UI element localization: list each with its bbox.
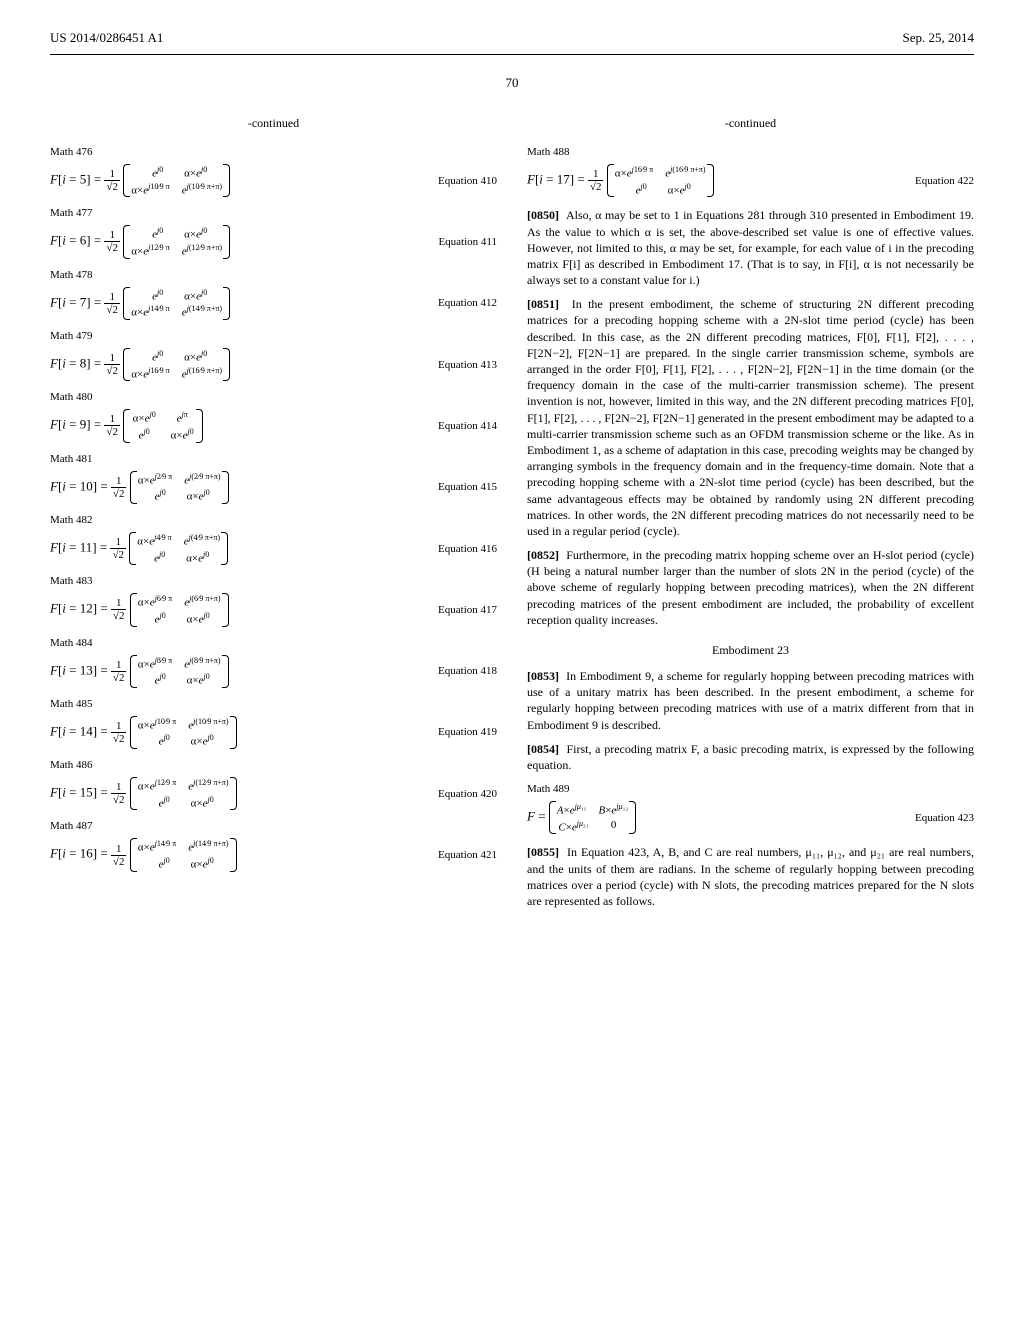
equation-block: F[i = 16] = 1√2 α×ej14⁄9 πej(14⁄9 π+π) e… xyxy=(50,838,497,871)
content-columns: -continued Math 476 F[i = 5] = 1√2 ej0α×… xyxy=(50,116,974,917)
math-label: Math 478 xyxy=(50,269,497,281)
equation-formula: F[i = 13] = 1√2 α×ej8⁄9 πej(8⁄9 π+π) ej0… xyxy=(50,655,229,688)
page-number: 70 xyxy=(50,75,974,91)
para-number: [0855] xyxy=(527,845,559,859)
equation-number: Equation 416 xyxy=(438,543,497,555)
equation-423: F = A×ejμ₁₁B×ejμ₁₂ C×ejμ₂₁0 Equation 423 xyxy=(527,801,974,834)
para-text: Furthermore, in the precoding matrix hop… xyxy=(527,548,974,627)
equation-number: Equation 422 xyxy=(915,175,974,187)
equation-block: F[i = 11] = 1√2 α×ej4⁄9 πej(4⁄9 π+π) ej0… xyxy=(50,532,497,565)
equation-number: Equation 413 xyxy=(438,359,497,371)
para-text: First, a precoding matrix F, a basic pre… xyxy=(527,742,974,772)
para-number: [0854] xyxy=(527,742,559,756)
equation-number: Equation 419 xyxy=(438,726,497,738)
equation-number: Equation 412 xyxy=(438,297,497,309)
equation-formula: F[i = 9] = 1√2 α×ej0ejπ ej0α×ej0 xyxy=(50,409,203,442)
equation-number: Equation 411 xyxy=(438,236,497,248)
equation-block: F[i = 14] = 1√2 α×ej10⁄9 πej(10⁄9 π+π) e… xyxy=(50,716,497,749)
equation-formula: F[i = 8] = 1√2 ej0α×ej0 α×ej16⁄9 πej(16⁄… xyxy=(50,348,230,381)
para-number: [0851] xyxy=(527,297,559,311)
page-header: US 2014/0286451 A1 Sep. 25, 2014 xyxy=(50,30,974,46)
math-label: Math 482 xyxy=(50,514,497,526)
math-label: Math 483 xyxy=(50,575,497,587)
equation-formula: F[i = 12] = 1√2 α×ej6⁄9 πej(6⁄9 π+π) ej0… xyxy=(50,593,229,626)
math-label: Math 487 xyxy=(50,820,497,832)
equation-number: Equation 420 xyxy=(438,788,497,800)
publication-date: Sep. 25, 2014 xyxy=(903,30,975,46)
para-text: In Embodiment 9, a scheme for regularly … xyxy=(527,669,974,732)
para-text: Also, α may be set to 1 in Equations 281… xyxy=(527,208,974,287)
publication-number: US 2014/0286451 A1 xyxy=(50,30,163,46)
paragraph-0855: [0855] In Equation 423, A, B, and C are … xyxy=(527,844,974,909)
math-label: Math 476 xyxy=(50,146,497,158)
equation-formula: F[i = 5] = 1√2 ej0α×ej0 α×ej10⁄9 πej(10⁄… xyxy=(50,164,230,197)
math-label: Math 488 xyxy=(527,146,974,158)
math-label: Math 485 xyxy=(50,698,497,710)
equation-number: Equation 423 xyxy=(915,812,974,824)
equation-formula: F[i = 7] = 1√2 ej0α×ej0 α×ej14⁄9 πej(14⁄… xyxy=(50,287,230,320)
header-divider xyxy=(50,54,974,55)
equation-formula: F = A×ejμ₁₁B×ejμ₁₂ C×ejμ₂₁0 xyxy=(527,801,636,834)
equation-block: F[i = 7] = 1√2 ej0α×ej0 α×ej14⁄9 πej(14⁄… xyxy=(50,287,497,320)
equation-number: Equation 418 xyxy=(438,665,497,677)
math-label: Math 489 xyxy=(527,783,974,795)
equation-block: F[i = 8] = 1√2 ej0α×ej0 α×ej16⁄9 πej(16⁄… xyxy=(50,348,497,381)
math-label: Math 479 xyxy=(50,330,497,342)
math-label: Math 484 xyxy=(50,637,497,649)
equation-formula: F[i = 16] = 1√2 α×ej14⁄9 πej(14⁄9 π+π) e… xyxy=(50,838,237,871)
right-column: -continued Math 488 F[i = 17] = 1√2 α×ej… xyxy=(527,116,974,917)
para-text: In Equation 423, A, B, and C are real nu… xyxy=(527,845,974,908)
paragraph-0852: [0852] Furthermore, in the precoding mat… xyxy=(527,547,974,628)
equation-number: Equation 415 xyxy=(438,481,497,493)
equation-block: F[i = 13] = 1√2 α×ej8⁄9 πej(8⁄9 π+π) ej0… xyxy=(50,655,497,688)
equation-block: F[i = 17] = 1√2 α×ej16⁄9 πej(16⁄9 π+π) e… xyxy=(527,164,974,197)
math-label: Math 480 xyxy=(50,391,497,403)
continued-label: -continued xyxy=(50,116,497,131)
equation-formula: F[i = 6] = 1√2 ej0α×ej0 α×ej12⁄9 πej(12⁄… xyxy=(50,225,230,258)
equation-number: Equation 414 xyxy=(438,420,497,432)
equation-formula: F[i = 15] = 1√2 α×ej12⁄9 πej(12⁄9 π+π) e… xyxy=(50,777,237,810)
equation-block: F[i = 9] = 1√2 α×ej0ejπ ej0α×ej0 Equatio… xyxy=(50,409,497,442)
equation-block: F[i = 12] = 1√2 α×ej6⁄9 πej(6⁄9 π+π) ej0… xyxy=(50,593,497,626)
equation-number: Equation 421 xyxy=(438,849,497,861)
para-text: In the present embodiment, the scheme of… xyxy=(527,297,974,538)
paragraph-0854: [0854] First, a precoding matrix F, a ba… xyxy=(527,741,974,773)
paragraph-0853: [0853] In Embodiment 9, a scheme for reg… xyxy=(527,668,974,733)
equation-block: F[i = 6] = 1√2 ej0α×ej0 α×ej12⁄9 πej(12⁄… xyxy=(50,225,497,258)
paragraph-0851: [0851] In the present embodiment, the sc… xyxy=(527,296,974,539)
equation-number: Equation 417 xyxy=(438,604,497,616)
para-number: [0852] xyxy=(527,548,559,562)
math-label: Math 481 xyxy=(50,453,497,465)
continued-label: -continued xyxy=(527,116,974,131)
equation-block: F[i = 10] = 1√2 α×ej2⁄9 πej(2⁄9 π+π) ej0… xyxy=(50,471,497,504)
para-number: [0850] xyxy=(527,208,559,222)
math-label: Math 486 xyxy=(50,759,497,771)
equation-formula: F[i = 11] = 1√2 α×ej4⁄9 πej(4⁄9 π+π) ej0… xyxy=(50,532,228,565)
math-label: Math 477 xyxy=(50,207,497,219)
equation-block: F[i = 15] = 1√2 α×ej12⁄9 πej(12⁄9 π+π) e… xyxy=(50,777,497,810)
paragraph-0850: [0850] Also, α may be set to 1 in Equati… xyxy=(527,207,974,288)
equation-formula: F[i = 17] = 1√2 α×ej16⁄9 πej(16⁄9 π+π) e… xyxy=(527,164,714,197)
equation-formula: F[i = 14] = 1√2 α×ej10⁄9 πej(10⁄9 π+π) e… xyxy=(50,716,237,749)
para-number: [0853] xyxy=(527,669,559,683)
equation-formula: F[i = 10] = 1√2 α×ej2⁄9 πej(2⁄9 π+π) ej0… xyxy=(50,471,229,504)
equation-number: Equation 410 xyxy=(438,175,497,187)
left-column: -continued Math 476 F[i = 5] = 1√2 ej0α×… xyxy=(50,116,497,917)
embodiment-title: Embodiment 23 xyxy=(527,643,974,658)
equation-block: F[i = 5] = 1√2 ej0α×ej0 α×ej10⁄9 πej(10⁄… xyxy=(50,164,497,197)
